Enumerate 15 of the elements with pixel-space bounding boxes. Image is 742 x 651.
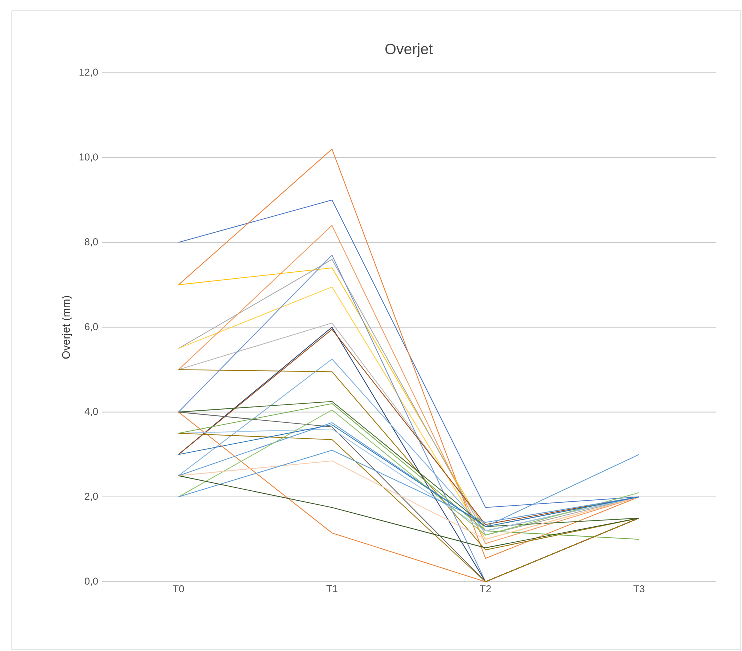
- x-tick-label: T0: [173, 586, 184, 593]
- y-axis-title: Overjet (mm): [62, 296, 72, 359]
- chart-title: Overjet: [386, 44, 433, 58]
- y-tick-label: 10,0: [80, 154, 98, 162]
- x-tick-label: T2: [480, 586, 492, 592]
- y-tick-label: 6,0: [85, 323, 98, 332]
- y-tick-label: 4,0: [84, 408, 98, 416]
- y-tick-label: 2,0: [85, 493, 98, 502]
- line-series: [178, 476, 640, 548]
- x-tick-label: T3: [634, 586, 645, 593]
- y-tick-label: 0,0: [85, 578, 98, 586]
- line-series: [178, 460, 640, 540]
- x-tick-label: T1: [326, 586, 338, 592]
- y-tick-label: 12,0: [80, 68, 98, 78]
- y-tick-label: 8,0: [85, 238, 98, 247]
